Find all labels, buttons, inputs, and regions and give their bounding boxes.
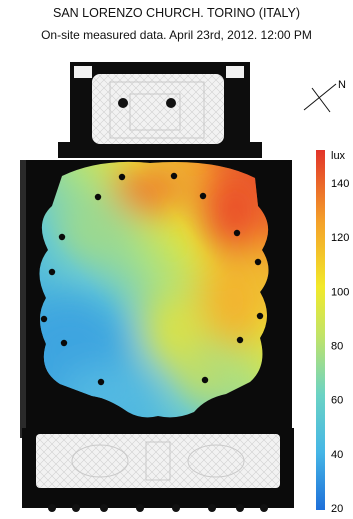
chart-subtitle: On-site measured data. April 23rd, 2012.…: [41, 28, 312, 42]
sensor-point: [40, 315, 48, 323]
sensor-point: [94, 193, 102, 201]
north-compass: N: [303, 79, 346, 113]
sensor-point: [97, 378, 105, 386]
colorbar-tick-label: 140: [331, 178, 349, 190]
sensor-point: [170, 172, 178, 180]
sensor-point: [199, 192, 207, 200]
colorbar-tick-label: 20: [331, 503, 343, 515]
sensor-point: [201, 376, 209, 384]
sensor-point: [254, 258, 262, 266]
sensor-point: [48, 268, 56, 276]
colorbar-tick-label: 100: [331, 286, 349, 298]
chart-title: SAN LORENZO CHURCH. TORINO (ITALY): [52, 6, 300, 20]
south-building: [22, 428, 294, 512]
compass-north-label: N: [338, 79, 346, 91]
sensor-points: [40, 172, 264, 386]
colorbar-tick-label: 40: [331, 449, 343, 461]
sensor-point: [118, 173, 126, 181]
sensor-point: [58, 233, 66, 241]
colorbar-tick-label: 60: [331, 395, 343, 407]
sensor-point: [60, 339, 68, 347]
colorbar-scale: [316, 150, 325, 510]
colorbar: lux 20 40 60 80 100 120 140: [316, 150, 349, 515]
sensor-point: [256, 312, 264, 320]
north-building: [58, 62, 262, 158]
colorbar-unit-label: lux: [331, 150, 346, 162]
sensor-point: [233, 229, 241, 237]
colorbar-tick-label: 80: [331, 341, 343, 353]
sensor-point: [236, 336, 244, 344]
colorbar-tick-label: 120: [331, 232, 349, 244]
